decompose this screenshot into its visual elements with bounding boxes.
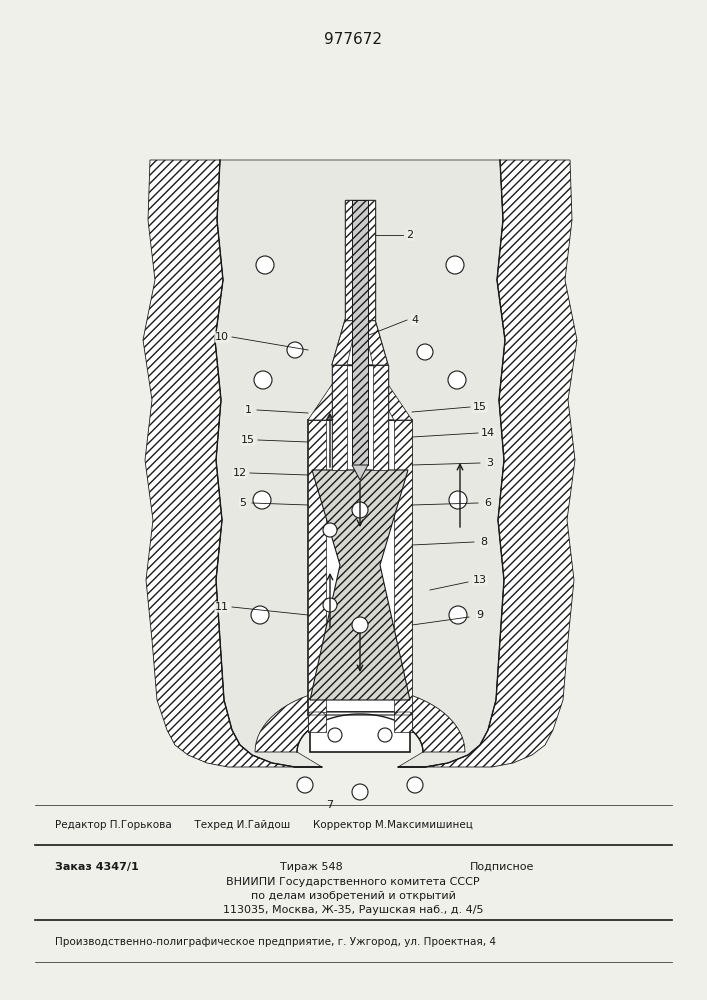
Circle shape [446,256,464,274]
Text: 7: 7 [327,800,334,810]
Text: 6: 6 [484,498,491,508]
Polygon shape [255,687,465,752]
Polygon shape [308,712,326,715]
Polygon shape [394,420,412,715]
Polygon shape [308,420,326,715]
Text: Производственно-полиграфическое предприятие, г. Ужгород, ул. Проектная, 4: Производственно-полиграфическое предприя… [55,937,496,947]
Polygon shape [143,160,322,767]
Polygon shape [332,365,347,470]
Polygon shape [308,365,412,420]
Polygon shape [308,712,326,732]
Circle shape [323,523,337,537]
Polygon shape [310,712,410,752]
Polygon shape [394,712,412,732]
Polygon shape [398,160,577,767]
Circle shape [352,502,368,518]
Circle shape [378,728,392,742]
Text: 9: 9 [477,610,484,620]
Text: 14: 14 [481,428,495,438]
Circle shape [352,784,368,800]
Polygon shape [310,470,410,700]
Text: 1: 1 [245,405,252,415]
Text: 11: 11 [215,602,229,612]
Polygon shape [363,365,412,420]
Circle shape [407,777,423,793]
Text: 8: 8 [481,537,488,547]
Circle shape [254,371,272,389]
Text: 977672: 977672 [324,32,382,47]
Text: 10: 10 [215,332,229,342]
Text: Подписное: Подписное [470,862,534,872]
Polygon shape [352,200,368,465]
Polygon shape [332,320,388,365]
Polygon shape [352,465,368,480]
Text: 2: 2 [407,230,414,240]
Circle shape [448,371,466,389]
Text: по делам изобретений и открытий: по делам изобретений и открытий [250,891,455,901]
Polygon shape [332,365,388,470]
Polygon shape [373,365,388,470]
Circle shape [352,617,368,633]
Circle shape [449,491,467,509]
Polygon shape [308,420,412,715]
Polygon shape [332,320,357,365]
Text: Тираж 548: Тираж 548 [280,862,343,872]
Text: 12: 12 [233,468,247,478]
Text: 15: 15 [473,402,487,412]
Polygon shape [308,365,357,420]
Circle shape [253,491,271,509]
Circle shape [287,342,303,358]
Circle shape [417,344,433,360]
Polygon shape [308,712,412,715]
Text: 5: 5 [240,498,247,508]
Text: Редактор П.Горькова       Техред И.Гайдош       Корректор М.Максимишинец: Редактор П.Горькова Техред И.Гайдош Корр… [55,820,473,830]
Circle shape [297,777,313,793]
Circle shape [328,728,342,742]
Polygon shape [345,200,357,320]
Circle shape [251,606,269,624]
Polygon shape [345,200,375,320]
Text: 13: 13 [473,575,487,585]
Circle shape [449,606,467,624]
Polygon shape [363,200,375,320]
Text: 113035, Москва, Ж-35, Раушская наб., д. 4/5: 113035, Москва, Ж-35, Раушская наб., д. … [223,905,484,915]
Polygon shape [363,320,388,365]
Circle shape [256,256,274,274]
Polygon shape [308,712,412,732]
Text: ВНИИПИ Государственного комитета СССР: ВНИИПИ Государственного комитета СССР [226,877,480,887]
Polygon shape [394,712,412,715]
Text: 15: 15 [241,435,255,445]
Text: Заказ 4347/1: Заказ 4347/1 [55,862,139,872]
Text: 4: 4 [411,315,419,325]
Circle shape [323,598,337,612]
Text: 3: 3 [486,458,493,468]
Polygon shape [215,160,505,767]
